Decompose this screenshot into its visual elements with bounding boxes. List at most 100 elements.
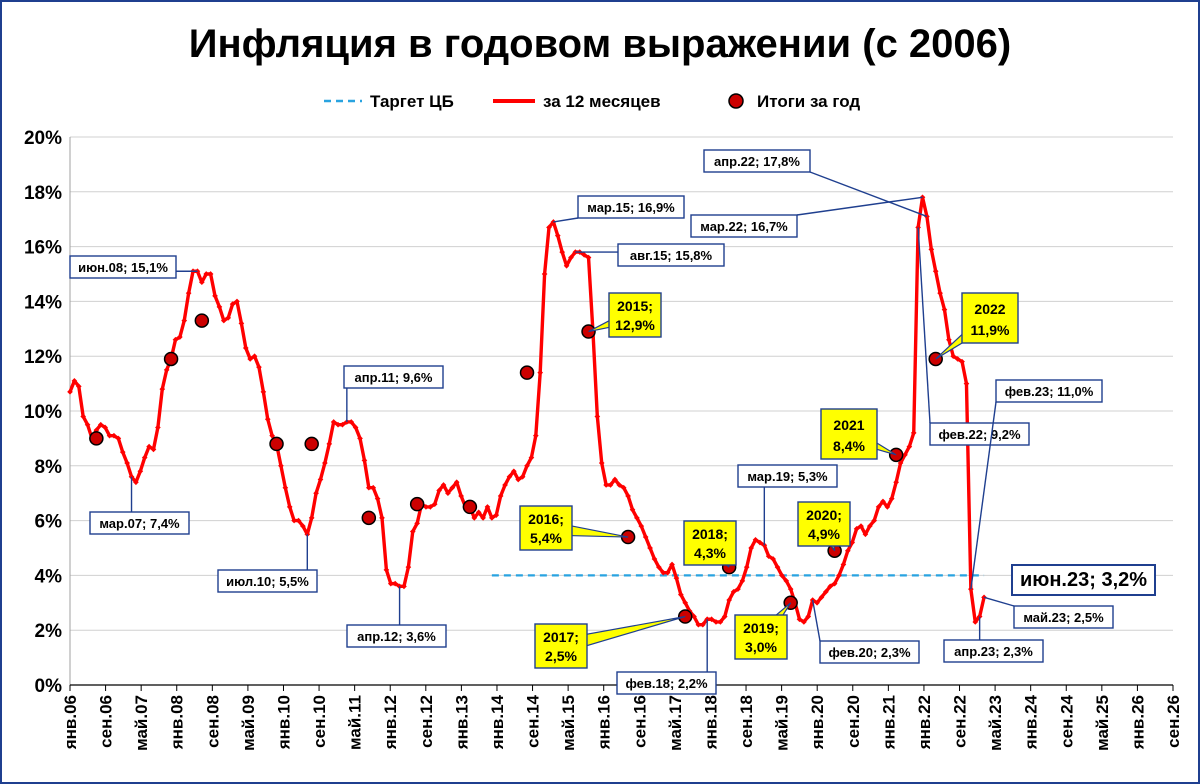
monthly-point <box>383 567 390 573</box>
callout-box <box>929 422 1030 446</box>
monthly-point <box>682 599 689 606</box>
year-callout-box <box>519 505 573 551</box>
monthly-point <box>765 553 772 560</box>
monthly-point <box>910 430 917 436</box>
monthly-point <box>414 520 420 527</box>
monthly-point <box>695 621 702 628</box>
callout-label: июн.23; 3,2% <box>1020 569 1147 591</box>
callout-box <box>617 243 725 267</box>
monthly-point <box>392 580 399 587</box>
legend-yearly-label: Итоги за год <box>757 92 860 111</box>
year-callout-box <box>961 292 1019 344</box>
monthly-point <box>278 462 284 469</box>
monthly-point <box>757 539 763 546</box>
monthly-point <box>449 484 456 491</box>
monthly-point <box>730 589 737 595</box>
monthly-point <box>247 356 253 362</box>
monthly-point <box>902 452 908 458</box>
monthly-point <box>963 380 970 387</box>
monthly-point <box>458 493 464 499</box>
callout-label: июн.08; 15,1% <box>78 260 168 275</box>
monthly-point <box>585 254 592 261</box>
monthly-point <box>203 271 210 277</box>
legend-target-label: Таргет ЦБ <box>370 92 454 111</box>
callout-box <box>217 569 318 593</box>
callout-label: мар.07; 7,4% <box>99 516 180 531</box>
monthly-point <box>796 616 803 623</box>
year-callout-box <box>534 623 588 669</box>
x-tick-label: май.15 <box>559 695 578 751</box>
callout-box <box>577 195 685 219</box>
annotations: мар.07; 7,4% июн.08; 15,1% июл.10; 5,5% апр… <box>69 0 1156 695</box>
callout-label: фев.23; 11,0% <box>1005 384 1094 399</box>
monthly-point <box>673 575 680 581</box>
x-tick-label: янв.24 <box>1022 694 1041 750</box>
callout-box <box>690 214 798 238</box>
yearly-point <box>163 351 179 367</box>
monthly-point <box>735 586 741 592</box>
year-callout-value: 11,9% <box>971 322 1010 338</box>
monthly-point <box>546 224 552 231</box>
x-tick-label: май.07 <box>132 695 151 751</box>
monthly-point <box>620 484 627 491</box>
monthly-point <box>677 591 684 598</box>
year-callout-value: 12,9% <box>615 317 655 333</box>
monthly-point <box>893 479 899 486</box>
callout-box <box>343 365 444 389</box>
monthly-point <box>436 487 442 494</box>
year-callout-year: 2015; <box>617 298 653 314</box>
monthly-point <box>207 271 214 277</box>
x-tick-label: сен.24 <box>1057 694 1076 747</box>
x-tick-label: май.23 <box>986 695 1005 751</box>
callout-box <box>703 149 811 173</box>
monthly-point <box>717 619 724 625</box>
monthly-point <box>831 580 838 587</box>
monthly-point <box>295 517 302 524</box>
monthly-point <box>322 460 328 466</box>
x-tick-label: сен.06 <box>97 695 116 748</box>
monthly-point <box>405 564 412 571</box>
callout-box <box>943 639 1044 663</box>
monthly-point <box>155 424 161 431</box>
year-callout-box <box>797 501 851 547</box>
monthly-point <box>181 317 188 324</box>
y-tick-label: 4% <box>35 566 63 587</box>
y-tick-label: 2% <box>35 621 63 642</box>
y-tick-label: 0% <box>35 676 63 697</box>
callout-label: фев.18; 2,2% <box>625 676 708 691</box>
monthly-point <box>220 317 227 324</box>
callout-label: апр.22; 17,8% <box>714 154 800 169</box>
monthly-point <box>866 523 873 529</box>
y-axis-labels: 0% 2% 4% 6% 8% 10% 12% 14% 16% 18% 20% <box>24 128 62 697</box>
monthly-point <box>172 336 179 343</box>
callout-box <box>89 511 190 535</box>
x-tick-label: янв.06 <box>61 695 80 750</box>
x-tick-label: сен.08 <box>203 695 222 748</box>
monthly-point <box>779 572 785 579</box>
x-tick-label: янв.16 <box>595 695 614 750</box>
monthly-point <box>124 460 130 466</box>
year-callout-box <box>683 520 737 566</box>
monthly-point <box>629 506 636 513</box>
monthly-point <box>853 525 860 532</box>
monthly-point <box>84 421 91 428</box>
monthly-point <box>401 583 407 590</box>
year-callout-box <box>734 614 788 660</box>
monthly-point <box>787 586 794 592</box>
year-callout-year: 2020; <box>806 507 842 523</box>
y-tick-label: 12% <box>24 347 62 368</box>
x-tick-label: сен.18 <box>737 695 756 748</box>
monthly-point <box>774 564 781 571</box>
x-tick-label: янв.12 <box>381 695 400 750</box>
monthly-point <box>805 613 812 620</box>
monthly-point <box>234 298 240 305</box>
callout-box <box>616 671 717 695</box>
year-callout-year: 2022 <box>974 301 1005 317</box>
year-callout-box <box>820 408 878 460</box>
monthly-point <box>954 356 961 362</box>
monthly-point <box>783 578 790 584</box>
gridlines <box>69 136 1173 686</box>
legend-monthly-label: за 12 месяцев <box>543 92 661 111</box>
monthly-point <box>67 388 73 395</box>
monthly-point <box>959 358 965 365</box>
